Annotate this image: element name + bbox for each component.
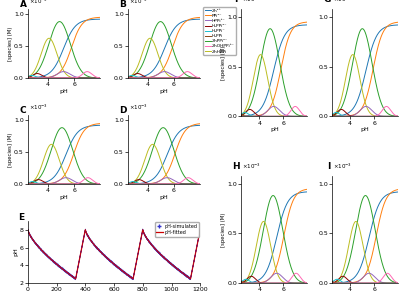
Text: $\times 10^{-3}$: $\times 10^{-3}$	[242, 0, 261, 4]
X-axis label: pH: pH	[160, 88, 168, 93]
Text: $\times 10^{-3}$: $\times 10^{-3}$	[333, 162, 352, 171]
Text: $\times 10^{-3}$: $\times 10^{-3}$	[129, 103, 148, 112]
Text: $\times 10^{-3}$: $\times 10^{-3}$	[29, 0, 48, 6]
Y-axis label: [species] (M): [species] (M)	[8, 132, 13, 167]
Text: B: B	[120, 0, 126, 9]
Text: H: H	[232, 161, 240, 171]
Text: C: C	[20, 106, 26, 115]
Legend: pH-simulated, pH-fitted: pH-simulated, pH-fitted	[155, 223, 199, 237]
Text: D: D	[119, 106, 126, 115]
Y-axis label: [species] (M): [species] (M)	[8, 26, 13, 60]
X-axis label: pH: pH	[60, 195, 68, 200]
Y-axis label: [species] (M): [species] (M)	[221, 45, 226, 80]
Text: E: E	[18, 213, 25, 223]
X-axis label: pH: pH	[361, 127, 370, 132]
X-axis label: pH: pH	[160, 195, 168, 200]
Text: I: I	[328, 161, 331, 171]
Y-axis label: pH: pH	[14, 248, 18, 256]
Text: A: A	[20, 0, 26, 9]
Text: G: G	[324, 0, 331, 4]
Text: $\times 10^{-3}$: $\times 10^{-3}$	[333, 0, 352, 4]
Legend: Zn²⁺, PPi⁴⁻, HPPi³⁻, H₂PPi²⁻, H₃PPi⁻, H₄PPi, ZnPPi²⁻, ZnOHPPi³⁻, ZnHPPi: Zn²⁺, PPi⁴⁻, HPPi³⁻, H₂PPi²⁻, H₃PPi⁻, H₄…	[203, 7, 236, 55]
Text: $\times 10^{-3}$: $\times 10^{-3}$	[242, 162, 261, 171]
Text: $\times 10^{-3}$: $\times 10^{-3}$	[129, 0, 148, 6]
Text: $\times 10^{-3}$: $\times 10^{-3}$	[29, 103, 48, 112]
Text: F: F	[234, 0, 240, 4]
X-axis label: pH: pH	[270, 127, 279, 132]
Y-axis label: [species] (M): [species] (M)	[221, 212, 226, 247]
X-axis label: pH: pH	[60, 88, 68, 93]
